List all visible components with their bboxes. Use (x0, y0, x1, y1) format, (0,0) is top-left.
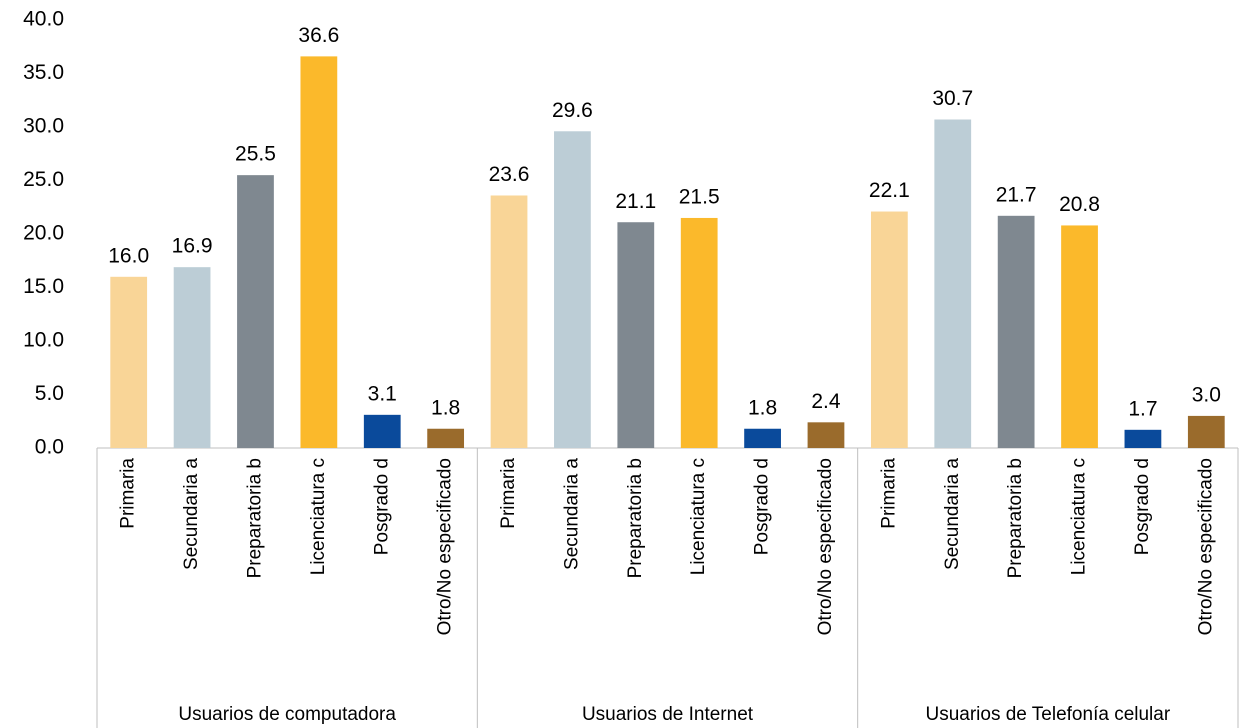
bar (1061, 225, 1098, 448)
x-tick-label: Primaria (118, 458, 139, 529)
x-tick-label: Posgrado d (1132, 458, 1153, 555)
bar (744, 428, 781, 448)
value-label: 1.8 (431, 396, 460, 419)
x-tick-label: Posgrado d (752, 458, 773, 555)
value-label: 23.6 (489, 163, 530, 186)
value-label: 21.1 (615, 190, 656, 213)
value-label: 25.5 (235, 143, 276, 166)
value-label: 1.7 (1128, 397, 1157, 420)
bar (554, 131, 591, 448)
y-tick-label: 20.0 (23, 222, 64, 245)
x-tick-label: Otro/No especificado (1195, 458, 1216, 635)
value-label: 36.6 (298, 24, 339, 47)
x-tick-label: Posgrado d (371, 458, 392, 555)
bar (427, 428, 465, 448)
bar (807, 422, 845, 448)
group-label: Usuarios de Internet (582, 704, 754, 725)
x-tick-label: Preparatoria b (625, 458, 646, 578)
bar (237, 175, 274, 448)
bar (870, 211, 908, 448)
bar (617, 222, 655, 448)
x-tick-label: Secundaria a (942, 458, 963, 570)
y-tick-label: 30.0 (23, 115, 64, 138)
value-label: 30.7 (932, 87, 973, 110)
x-tick-label: Primaria (878, 458, 899, 529)
bar (110, 276, 148, 448)
bar (1187, 415, 1225, 448)
value-label: 3.0 (1192, 383, 1221, 406)
value-label: 1.8 (748, 396, 777, 419)
bar (363, 414, 401, 448)
value-label: 21.5 (679, 185, 720, 208)
value-label: 16.0 (108, 244, 149, 267)
x-tick-label: Otro/No especificado (435, 458, 456, 635)
x-tick-label: Preparatoria b (1005, 458, 1026, 578)
value-label: 21.7 (996, 183, 1037, 206)
y-tick-label: 25.0 (23, 168, 64, 191)
bar (934, 119, 972, 448)
value-label: 22.1 (869, 179, 910, 202)
x-tick-label: Secundaria a (561, 458, 582, 570)
y-tick-label: 0.0 (35, 436, 64, 459)
group-label: Usuarios de Telefonía celular (925, 704, 1170, 725)
bar (300, 56, 338, 448)
value-label: 20.8 (1059, 193, 1100, 216)
y-tick-label: 35.0 (23, 61, 64, 84)
bar (680, 217, 718, 448)
x-tick-label: Secundaria a (181, 458, 202, 570)
bar (173, 267, 211, 448)
value-label: 29.6 (552, 99, 593, 122)
value-label: 3.1 (368, 382, 397, 405)
y-tick-label: 10.0 (23, 329, 64, 352)
x-tick-label: Licenciatura c (308, 458, 329, 575)
x-tick-label: Primaria (498, 458, 519, 529)
x-tick-label: Licenciatura c (688, 458, 709, 575)
bar (997, 215, 1035, 448)
value-label: 16.9 (172, 235, 213, 258)
value-label: 2.4 (811, 390, 841, 413)
y-tick-label: 15.0 (23, 275, 64, 298)
y-tick-label: 40.0 (23, 8, 64, 31)
x-tick-label: Preparatoria b (244, 458, 265, 578)
group-label: Usuarios de computadora (178, 704, 396, 725)
y-tick-label: 5.0 (35, 382, 64, 405)
x-tick-label: Otro/No especificado (815, 458, 836, 635)
x-tick-label: Licenciatura c (1069, 458, 1090, 575)
bar (490, 195, 528, 448)
bar (1124, 429, 1162, 448)
